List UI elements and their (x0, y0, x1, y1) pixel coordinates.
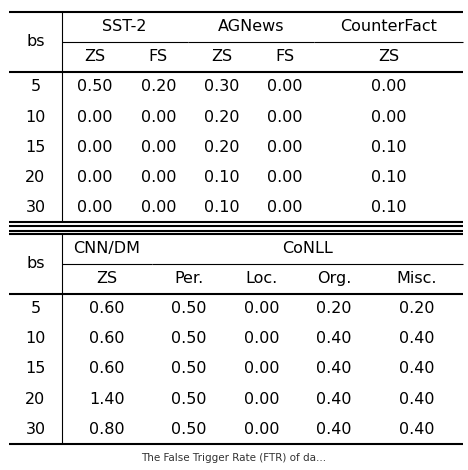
Text: ZS: ZS (96, 271, 117, 286)
Text: 10: 10 (25, 331, 46, 346)
Text: bs: bs (26, 34, 45, 49)
Text: ZS: ZS (85, 49, 106, 64)
Text: 10: 10 (25, 110, 46, 125)
Text: bs: bs (26, 256, 45, 271)
Text: 0.20: 0.20 (140, 79, 176, 94)
Text: 0.50: 0.50 (171, 392, 206, 407)
Text: 0.10: 0.10 (204, 170, 239, 185)
Text: 0.00: 0.00 (77, 170, 113, 185)
Text: 0.50: 0.50 (171, 331, 206, 346)
Text: 0.00: 0.00 (267, 110, 302, 125)
Text: 0.00: 0.00 (77, 140, 113, 155)
Text: 0.00: 0.00 (267, 200, 302, 215)
Text: 0.00: 0.00 (140, 170, 176, 185)
Text: 0.00: 0.00 (77, 110, 113, 125)
Text: 0.60: 0.60 (89, 361, 124, 376)
Text: 0.50: 0.50 (171, 301, 206, 316)
Text: 0.40: 0.40 (399, 331, 435, 346)
Text: CNN/DM: CNN/DM (73, 241, 140, 256)
Text: 0.40: 0.40 (316, 331, 351, 346)
Text: 5: 5 (30, 301, 41, 316)
Text: 0.20: 0.20 (399, 301, 435, 316)
Text: 0.10: 0.10 (371, 200, 406, 215)
Text: AGNews: AGNews (218, 19, 284, 34)
Text: 15: 15 (25, 140, 46, 155)
Text: Loc.: Loc. (245, 271, 278, 286)
Text: 0.00: 0.00 (140, 110, 176, 125)
Text: FS: FS (149, 49, 168, 64)
Text: 0.50: 0.50 (171, 422, 206, 437)
Text: 0.00: 0.00 (371, 110, 406, 125)
Text: 30: 30 (25, 200, 45, 215)
Text: 0.00: 0.00 (243, 392, 279, 407)
Text: 20: 20 (25, 170, 45, 185)
Text: 0.00: 0.00 (243, 361, 279, 376)
Text: 0.40: 0.40 (399, 422, 435, 437)
Text: ZS: ZS (378, 49, 399, 64)
Text: 0.60: 0.60 (89, 331, 124, 346)
Text: 0.00: 0.00 (267, 170, 302, 185)
Text: Misc.: Misc. (396, 271, 437, 286)
Text: 30: 30 (25, 422, 45, 437)
Text: 5: 5 (30, 79, 41, 94)
Text: 0.40: 0.40 (316, 361, 351, 376)
Text: FS: FS (275, 49, 294, 64)
Text: CounterFact: CounterFact (340, 19, 437, 34)
Text: 0.00: 0.00 (243, 422, 279, 437)
Text: 0.10: 0.10 (204, 200, 239, 215)
Text: Org.: Org. (317, 271, 351, 286)
Text: 0.00: 0.00 (371, 79, 406, 94)
Text: ZS: ZS (211, 49, 232, 64)
Text: 0.60: 0.60 (89, 301, 124, 316)
Text: 0.40: 0.40 (316, 422, 351, 437)
Text: 0.20: 0.20 (316, 301, 351, 316)
Text: 0.00: 0.00 (243, 331, 279, 346)
Text: 0.40: 0.40 (399, 392, 435, 407)
Text: 0.00: 0.00 (243, 301, 279, 316)
Text: SST-2: SST-2 (102, 19, 147, 34)
Text: 0.10: 0.10 (371, 140, 406, 155)
Text: Per.: Per. (174, 271, 203, 286)
Text: 0.40: 0.40 (316, 392, 351, 407)
Text: 0.20: 0.20 (204, 140, 239, 155)
Text: 0.00: 0.00 (140, 200, 176, 215)
Text: 0.00: 0.00 (77, 200, 113, 215)
Text: 0.80: 0.80 (89, 422, 125, 437)
Text: 0.20: 0.20 (204, 110, 239, 125)
Text: 0.00: 0.00 (140, 140, 176, 155)
Text: 20: 20 (25, 392, 45, 407)
Text: The False Trigger Rate (FTR) of da...: The False Trigger Rate (FTR) of da... (141, 453, 327, 463)
Text: 0.50: 0.50 (171, 361, 206, 376)
Text: 15: 15 (25, 361, 46, 376)
Text: 1.40: 1.40 (89, 392, 125, 407)
Text: 0.00: 0.00 (267, 140, 302, 155)
Text: CoNLL: CoNLL (283, 241, 333, 256)
Text: 0.30: 0.30 (204, 79, 239, 94)
Text: 0.10: 0.10 (371, 170, 406, 185)
Text: 0.50: 0.50 (77, 79, 113, 94)
Text: 0.40: 0.40 (399, 361, 435, 376)
Text: 0.00: 0.00 (267, 79, 302, 94)
